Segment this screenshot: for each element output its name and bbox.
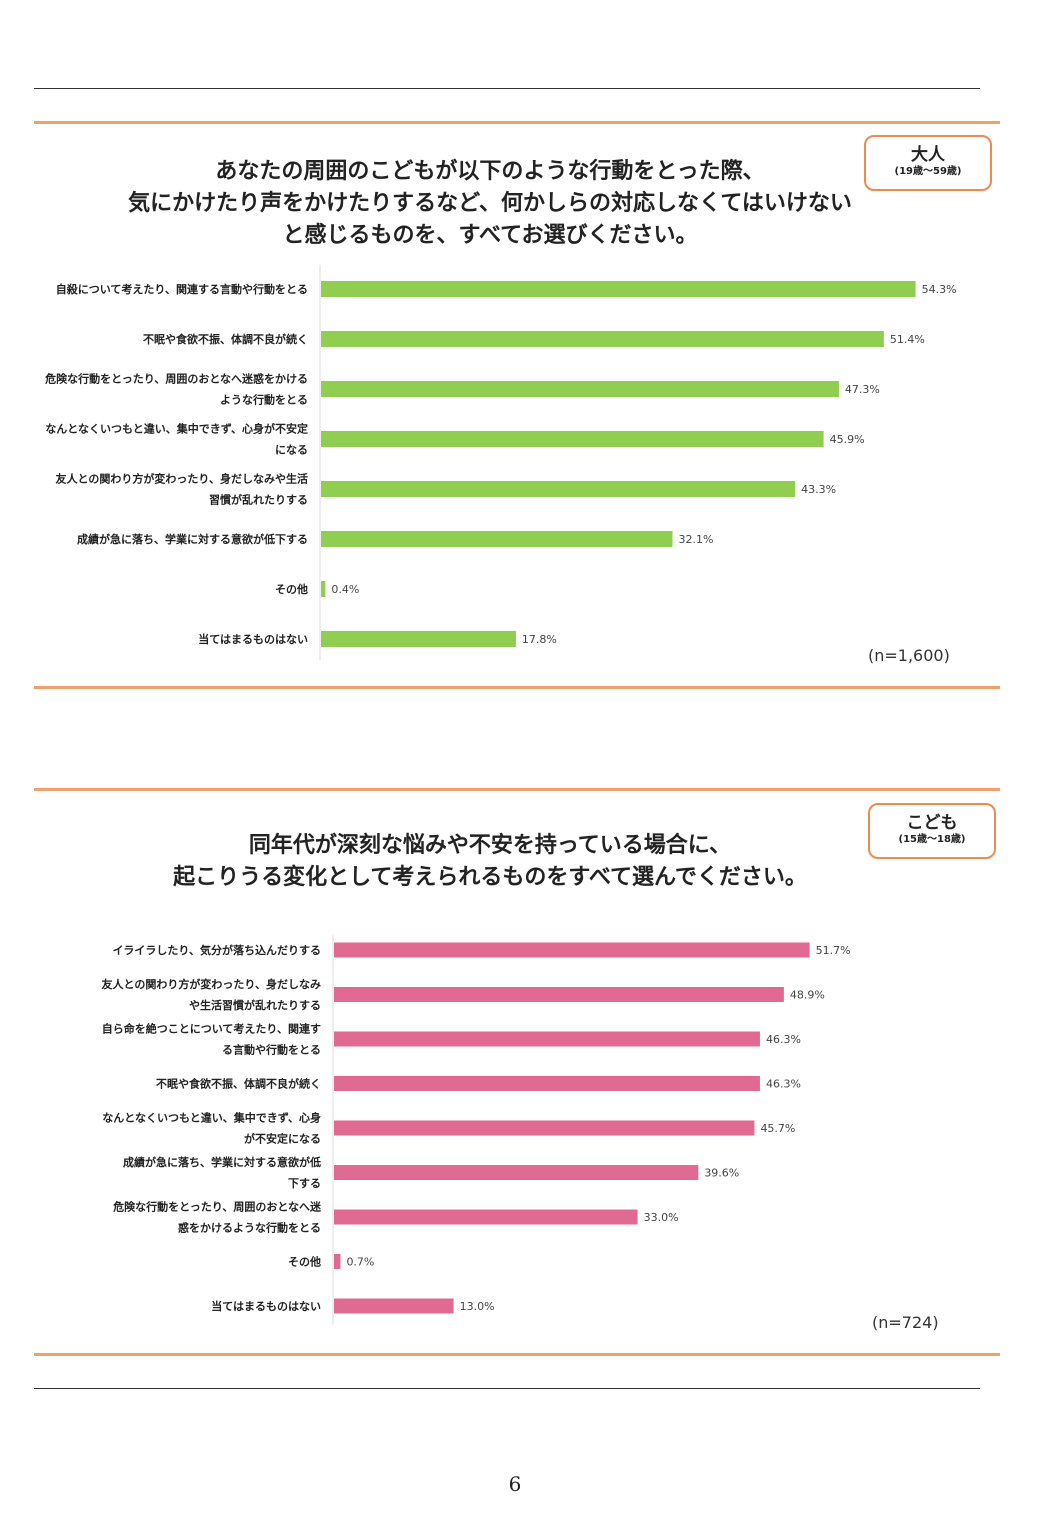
chart2-badge: こども (15歳～18歳) [868, 803, 996, 859]
header-rule [34, 88, 980, 89]
chart2-value-label: 45.7% [760, 1122, 795, 1135]
chart2-category-label: 下する [288, 1177, 321, 1190]
chart2-bar [334, 1298, 454, 1314]
chart2-value-label: 46.3% [766, 1033, 801, 1046]
chart1-bottom-border [34, 686, 1000, 689]
chart1-category-label: 不眠や食欲不振、体調不良が続く [143, 332, 308, 346]
chart2-bar [334, 1076, 760, 1091]
chart2-bar [334, 942, 810, 958]
chart1-value-label: 0.4% [331, 583, 359, 596]
chart2-title: 同年代が深刻な悩みや不安を持っている場合に、 起こりうる変化として考えられるもの… [60, 830, 920, 894]
chart2-value-label: 51.7% [816, 944, 851, 957]
chart2-value-label: 0.7% [346, 1256, 374, 1269]
chart1-bar [321, 381, 839, 397]
chart1-bar [321, 481, 796, 497]
chart2-category-label: 危険な行動をとったり、周囲のおとなへ迷 [112, 1200, 322, 1214]
chart1-value-label: 45.9% [830, 433, 865, 446]
chart2-bar [334, 1031, 760, 1047]
chart1-bar [321, 631, 516, 647]
chart2-value-label: 39.6% [704, 1167, 739, 1180]
chart2-category-label: が不安定になる [244, 1132, 321, 1146]
chart2-category-label: や生活習慣が乱れたりする [189, 998, 321, 1012]
chart1-bar [321, 431, 824, 447]
chart1-title-line: 気にかけたり声をかけたりするなど、何かしらの対応しなくてはいけない [128, 191, 852, 216]
chart1-bar [321, 281, 916, 297]
chart2-bottom-border [34, 1353, 1000, 1356]
chart2-top-border [34, 788, 1000, 791]
chart1-category-label: 習慣が乱れたりする [209, 493, 308, 507]
chart1-value-label: 51.4% [890, 333, 925, 346]
chart2-sample-size: (n=724) [872, 1313, 939, 1332]
footer-rule [34, 1388, 980, 1389]
chart1-title: あなたの周囲のこどもが以下のような行動をとった際、 気にかけたり声をかけたりする… [60, 156, 920, 252]
page-number: 6 [508, 1472, 522, 1496]
chart1-category-label: 成績が急に落ち、学業に対する意欲が低下する [77, 532, 308, 546]
chart2-value-label: 48.9% [790, 989, 825, 1002]
chart2-bar [334, 987, 784, 1002]
chart2-category-label: なんとなくいつもと違い、集中できず、心身 [102, 1111, 321, 1125]
chart1-value-label: 43.3% [801, 483, 836, 496]
chart2-category-label: 成績が急に落ち、学業に対する意欲が低 [123, 1155, 321, 1169]
chart1-badge-label: 大人 [911, 145, 945, 165]
chart2-category-label: 惑をかけるような行動をとる [178, 1221, 321, 1235]
chart1-sample-size: (n=1,600) [868, 646, 950, 665]
chart1-badge-sub: (19歳～59歳) [894, 166, 962, 177]
chart1-plot: 54.3% 自殺について考えたり、関連する言動や行動をとる 51.4% 不眠や食欲不振… [44, 265, 957, 660]
chart2-category-label: 自ら命を絶つことについて考えたり、関連す [102, 1022, 321, 1036]
chart1-bar [321, 331, 884, 347]
chart1-category-label: 自殺について考えたり、関連する言動や行動をとる [56, 282, 308, 296]
chart2-category-label: 友人との関わり方が変わったり、身だしなみ [102, 977, 321, 991]
chart2-category-label: る言動や行動をとる [222, 1043, 321, 1057]
chart2-bar [334, 1254, 341, 1269]
chart1-category-label: 友人との関わり方が変わったり、身だしなみや生活 [56, 472, 308, 486]
chart1-top-border [34, 121, 1000, 124]
chart1-category-label: 危険な行動をとったり、周囲のおとなへ迷惑をかける [44, 372, 308, 386]
chart2-bar [334, 1209, 638, 1225]
chart2-value-label: 33.0% [644, 1211, 679, 1224]
chart1-category-label: ような行動をとる [220, 393, 308, 407]
chart1-bar [321, 531, 673, 547]
chart2-badge-sub: (15歳～18歳) [898, 834, 966, 845]
chart2-category-label: イライラしたり、気分が落ち込んだりする [112, 943, 321, 957]
chart2-bar [334, 1120, 755, 1136]
chart1-category-label: になる [275, 444, 308, 457]
chart1-category-label: その他 [275, 582, 308, 596]
chart1-value-label: 54.3% [922, 283, 957, 296]
chart1-value-label: 17.8% [522, 633, 557, 646]
chart2-plot: 51.7% イライラしたり、気分が落ち込んだりする 48.9% 友人との関わり方が変わ… [102, 935, 851, 1325]
chart2-title-line: 同年代が深刻な悩みや不安を持っている場合に、 [248, 833, 732, 858]
chart2-bar [334, 1165, 699, 1180]
chart2-title-line: 起こりうる変化として考えられるものをすべて選んでください。 [173, 865, 807, 890]
chart2-category-label: その他 [288, 1255, 321, 1269]
chart2-value-label: 13.0% [460, 1300, 495, 1313]
chart1-category-label: 当てはまるものはない [198, 632, 308, 646]
chart2-badge-label: こども [906, 813, 958, 833]
chart1-title-line: あなたの周囲のこどもが以下のような行動をとった際、 [215, 159, 765, 184]
chart1-title-line: と感じるものを、すべてお選びください。 [282, 223, 698, 248]
chart2-category-label: 不眠や食欲不振、体調不良が続く [156, 1077, 321, 1091]
chart1-bar [321, 581, 326, 597]
chart1-category-label: なんとなくいつもと違い、集中できず、心身が不安定 [45, 422, 308, 436]
chart1-badge: 大人 (19歳～59歳) [864, 135, 992, 191]
chart1-value-label: 47.3% [845, 383, 880, 396]
chart2-value-label: 46.3% [766, 1078, 801, 1091]
chart1-value-label: 32.1% [678, 533, 713, 546]
chart2-category-label: 当てはまるものはない [211, 1299, 321, 1313]
